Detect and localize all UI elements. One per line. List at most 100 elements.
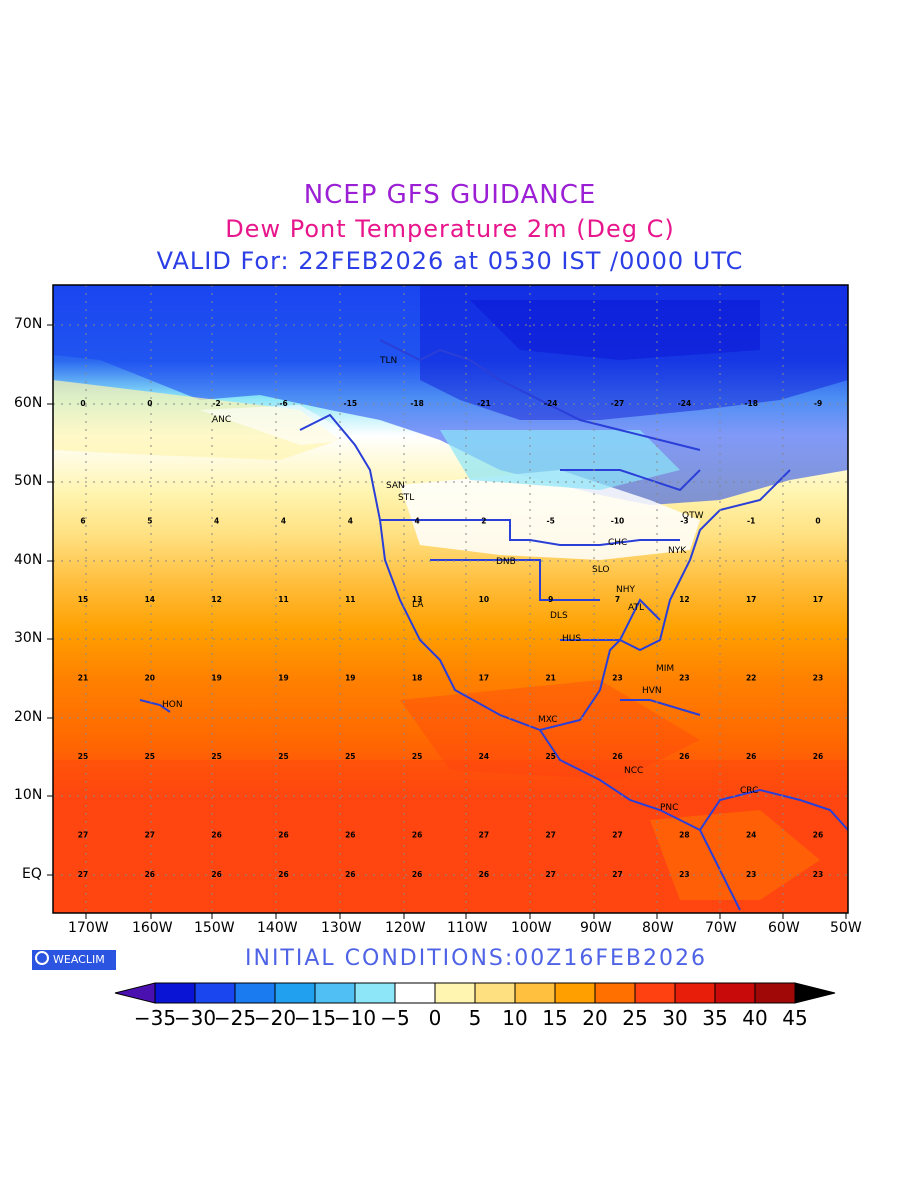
grid-value: 21: [545, 674, 555, 683]
grid-value: 0: [815, 517, 820, 526]
colorbar-label: −10: [333, 1006, 377, 1030]
grid-value: 26: [345, 831, 355, 840]
lon-label: 130W: [321, 920, 362, 936]
grid-value: 4: [348, 517, 353, 526]
colorbar-label: −30: [173, 1006, 217, 1030]
grid-value: 26: [479, 870, 489, 879]
grid-value: 17: [813, 595, 823, 604]
grid-value: 25: [545, 752, 555, 761]
lat-label: 40N: [14, 552, 43, 568]
grid-value: -9: [814, 399, 822, 408]
grid-value: 23: [813, 674, 823, 683]
grid-value: 11: [278, 595, 288, 604]
lat-label: 10N: [14, 787, 43, 803]
colorbar-swatch: [514, 982, 556, 1004]
lat-label: 20N: [14, 709, 43, 725]
grid-value: 13: [412, 595, 422, 604]
grid-value: 26: [746, 752, 756, 761]
logo-text: WEACLIM: [53, 953, 105, 966]
grid-value: 12: [211, 595, 221, 604]
colorbar-swatch: [554, 982, 596, 1004]
value-grid: 0 0 -2 -6 -15 -18 -21 -24 -27 -24 -18 -9 6 5 4 4 4 4 2 -5 -1…: [78, 399, 823, 879]
grid-value: 27: [78, 870, 88, 879]
initial-conditions: INITIAL CONDITIONS:00Z16FEB2026: [245, 946, 707, 971]
plot-frame: [52, 284, 849, 914]
lon-label: 110W: [447, 920, 488, 936]
grid-value: 4: [281, 517, 286, 526]
colorbar-low-arrow: [114, 982, 156, 1004]
grid-value: 6: [80, 517, 85, 526]
grid-value: 26: [278, 831, 288, 840]
grid-value: 24: [479, 752, 489, 761]
grid-value: 24: [746, 831, 756, 840]
grid-value: 23: [746, 870, 756, 879]
colorbar-swatch: [194, 982, 236, 1004]
lon-label: 120W: [385, 920, 426, 936]
field-layer: [53, 285, 848, 913]
grid-value: 27: [612, 870, 622, 879]
grid-value: -15: [344, 399, 358, 408]
grid-value: 17: [746, 595, 756, 604]
colorbar-swatch: [674, 982, 716, 1004]
colorbar-swatch: [754, 982, 796, 1004]
grid-value: 25: [145, 752, 155, 761]
grid-value: 10: [479, 595, 489, 604]
colorbar-label: 40: [742, 1006, 768, 1030]
lat-label: EQ: [22, 866, 42, 882]
city-label: CRC: [740, 786, 758, 796]
city-label: NHY: [616, 585, 636, 595]
grid-value: 26: [813, 752, 823, 761]
grid-value: 25: [345, 752, 355, 761]
colorbar-label: −25: [213, 1006, 257, 1030]
grid-value: 12: [679, 595, 689, 604]
lon-label: 140W: [257, 920, 298, 936]
grid-value: 26: [412, 870, 422, 879]
grid-value: 26: [813, 831, 823, 840]
grid-value: 26: [278, 870, 288, 879]
city-label: ATL: [628, 603, 644, 613]
grid-value: -24: [544, 399, 558, 408]
grid-value: 26: [145, 870, 155, 879]
city-label: MIM: [656, 664, 674, 674]
grid-value: 26: [345, 870, 355, 879]
grid-value: -5: [547, 517, 555, 526]
city-label: LA: [412, 600, 424, 610]
colorbar-swatch: [314, 982, 356, 1004]
colorbar-label: 0: [428, 1006, 442, 1030]
colorbar-label: −5: [380, 1006, 410, 1030]
grid-value: 26: [612, 752, 622, 761]
title-line-2: Dew Pont Temperature 2m (Deg C): [225, 215, 675, 243]
grid-value: 21: [78, 674, 88, 683]
grid-value: 17: [479, 674, 489, 683]
grid-value: -2: [212, 399, 220, 408]
grid-value: -18: [410, 399, 424, 408]
city-label: TLN: [379, 356, 397, 366]
grid-value: 27: [612, 831, 622, 840]
grid-value: 27: [145, 831, 155, 840]
grid-value: 7: [615, 595, 620, 604]
city-label: STL: [398, 493, 414, 503]
grid-value: -3: [680, 517, 688, 526]
grid-value: 4: [214, 517, 219, 526]
colorbar-label: 5: [468, 1006, 482, 1030]
city-label: CHC: [608, 538, 627, 548]
colorbar-label: 30: [662, 1006, 688, 1030]
grid-value: 5: [147, 517, 152, 526]
grid-value: -10: [611, 517, 625, 526]
colorbar-swatch: [154, 982, 196, 1004]
lon-label: 80W: [642, 920, 674, 936]
lon-label: 150W: [194, 920, 235, 936]
grid-value: 18: [412, 674, 422, 683]
colorbar-label: 45: [782, 1006, 808, 1030]
city-label: OTW: [682, 511, 704, 521]
grid-value: -6: [279, 399, 287, 408]
lon-label: 70W: [705, 920, 737, 936]
city-label: SLO: [592, 565, 610, 575]
city-label: DNB: [496, 557, 516, 567]
lon-label: 170W: [68, 920, 109, 936]
lon-label: 50W: [830, 920, 862, 936]
city-label: HON: [162, 700, 183, 710]
title-line-1: NCEP GFS GUIDANCE: [303, 180, 597, 210]
colorbar-label: 10: [502, 1006, 528, 1030]
